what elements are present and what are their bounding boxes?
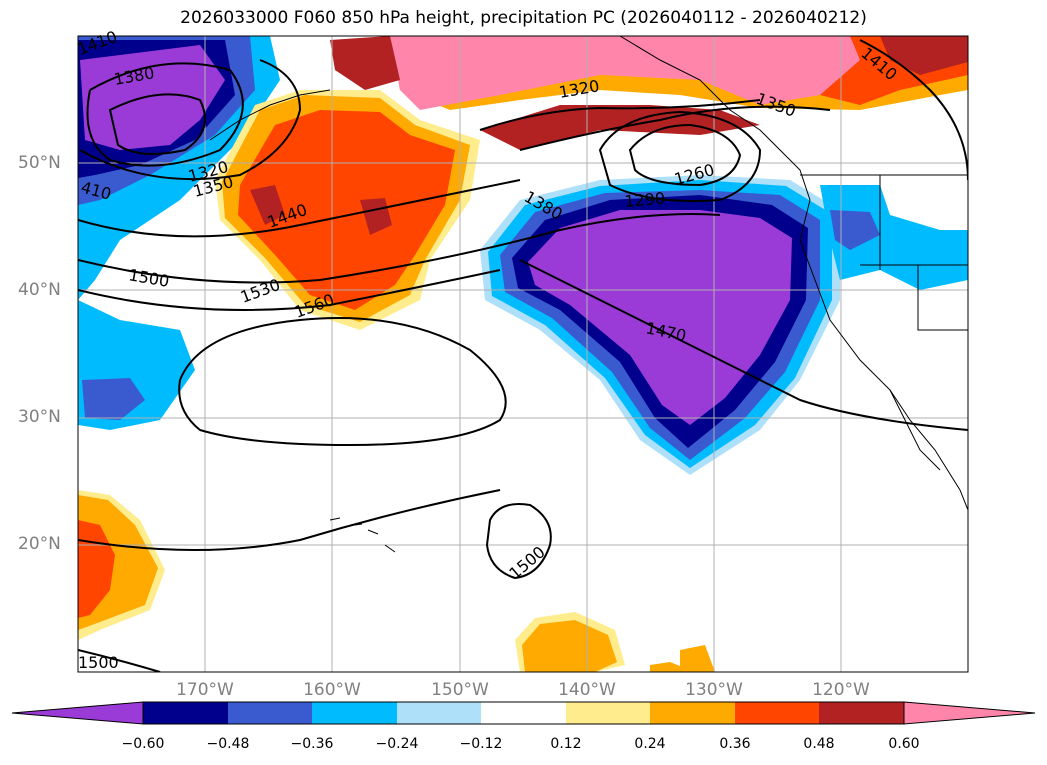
neg-east bbox=[820, 185, 968, 290]
colorbar-max-arrow bbox=[903, 701, 1036, 725]
aleutians bbox=[209, 89, 331, 141]
colorbar-tick-label: −0.36 bbox=[290, 736, 334, 752]
pos-band-pink bbox=[390, 36, 968, 110]
state-borders bbox=[860, 175, 968, 331]
colorbar-tick-label: 0.12 bbox=[550, 736, 582, 752]
contour-1500-bottom bbox=[78, 649, 161, 672]
contour-1410-ne bbox=[859, 39, 968, 181]
contour-1500-south bbox=[485, 503, 552, 580]
map-panel: 1410 1380 1320 1350 1440 1500 1530 1560 … bbox=[75, 27, 969, 673]
colorbar-swatch bbox=[312, 702, 397, 724]
contour-1530 bbox=[78, 269, 501, 311]
map-frame bbox=[77, 35, 969, 673]
lon-label-120w: 120°W bbox=[812, 680, 870, 700]
contour-1260 bbox=[628, 123, 742, 187]
colorbar-tick-label: −0.60 bbox=[121, 736, 165, 752]
pos-blob-red bbox=[238, 110, 455, 310]
lon-label-150w: 150°W bbox=[431, 680, 489, 700]
lon-label-170w: 170°W bbox=[176, 680, 234, 700]
colorbar-tick-label: −0.24 bbox=[375, 736, 419, 752]
hawaii bbox=[329, 517, 396, 553]
contour-1440 bbox=[78, 179, 521, 238]
lat-label-50n: 50°N bbox=[18, 153, 61, 173]
colorbar-tick-label: 0.24 bbox=[634, 736, 666, 752]
contour-1350-ne bbox=[519, 105, 831, 151]
contour-1560 bbox=[178, 317, 507, 447]
colorbar-tick-label: 0.36 bbox=[719, 736, 751, 752]
height-contours bbox=[78, 39, 968, 672]
baja bbox=[889, 389, 941, 471]
contour-label: 1500 bbox=[78, 653, 119, 672]
colorbar-swatch bbox=[143, 702, 228, 724]
contour-1290 bbox=[598, 110, 762, 202]
contour-1500-sw bbox=[78, 489, 501, 551]
colorbar-tick-label: 0.48 bbox=[803, 736, 835, 752]
colorbar-swatch bbox=[481, 702, 566, 724]
lat-label-30n: 30°N bbox=[18, 407, 61, 427]
colorbar-swatch bbox=[650, 702, 735, 724]
contour-label: 1290 bbox=[624, 189, 666, 211]
contour-1500 bbox=[78, 213, 721, 284]
pos-s-orange-3 bbox=[680, 645, 715, 672]
lon-label-140w: 140°W bbox=[558, 680, 616, 700]
colorbar-min-arrow bbox=[11, 701, 144, 725]
contour-1380-nw bbox=[86, 62, 244, 167]
lon-label-130w: 130°W bbox=[685, 680, 743, 700]
coastline-west-us bbox=[799, 199, 968, 511]
neg-region-w-2 bbox=[82, 378, 145, 420]
colorbar-swatch bbox=[397, 702, 481, 724]
colorbar-swatch bbox=[228, 702, 312, 724]
coastline-alaska bbox=[619, 36, 811, 201]
colorbar-frame bbox=[142, 701, 905, 725]
contour-1380-ne bbox=[479, 99, 761, 131]
contour-1320-nw bbox=[79, 59, 302, 181]
lon-label-160w: 160°W bbox=[303, 680, 361, 700]
contour-1350-nw bbox=[108, 93, 206, 155]
coastlines bbox=[209, 36, 968, 553]
pos-s-orange bbox=[522, 620, 617, 672]
colorbar-swatch bbox=[735, 702, 819, 724]
colorbar-tick-label: −0.48 bbox=[206, 736, 250, 752]
pos-blob-darkred-3 bbox=[330, 36, 400, 90]
gridlines bbox=[78, 36, 968, 672]
pos-blob-darkred bbox=[250, 185, 285, 225]
lat-label-40n: 40°N bbox=[18, 280, 61, 300]
lat-label-20n: 20°N bbox=[18, 534, 61, 554]
neg-region-nw-4 bbox=[80, 45, 225, 150]
colorbar bbox=[11, 701, 1036, 725]
chart-title: 2026033000 F060 850 hPa height, precipit… bbox=[180, 8, 867, 28]
neg-east-2 bbox=[830, 210, 880, 250]
colorbar-swatch bbox=[566, 702, 650, 724]
neg-main-purple bbox=[528, 210, 792, 425]
colorbar-tick-label: −0.12 bbox=[459, 736, 503, 752]
contour-1470 bbox=[519, 259, 968, 431]
colorbar-tick-label: 0.60 bbox=[888, 736, 920, 752]
colorbar-swatch bbox=[819, 702, 904, 724]
